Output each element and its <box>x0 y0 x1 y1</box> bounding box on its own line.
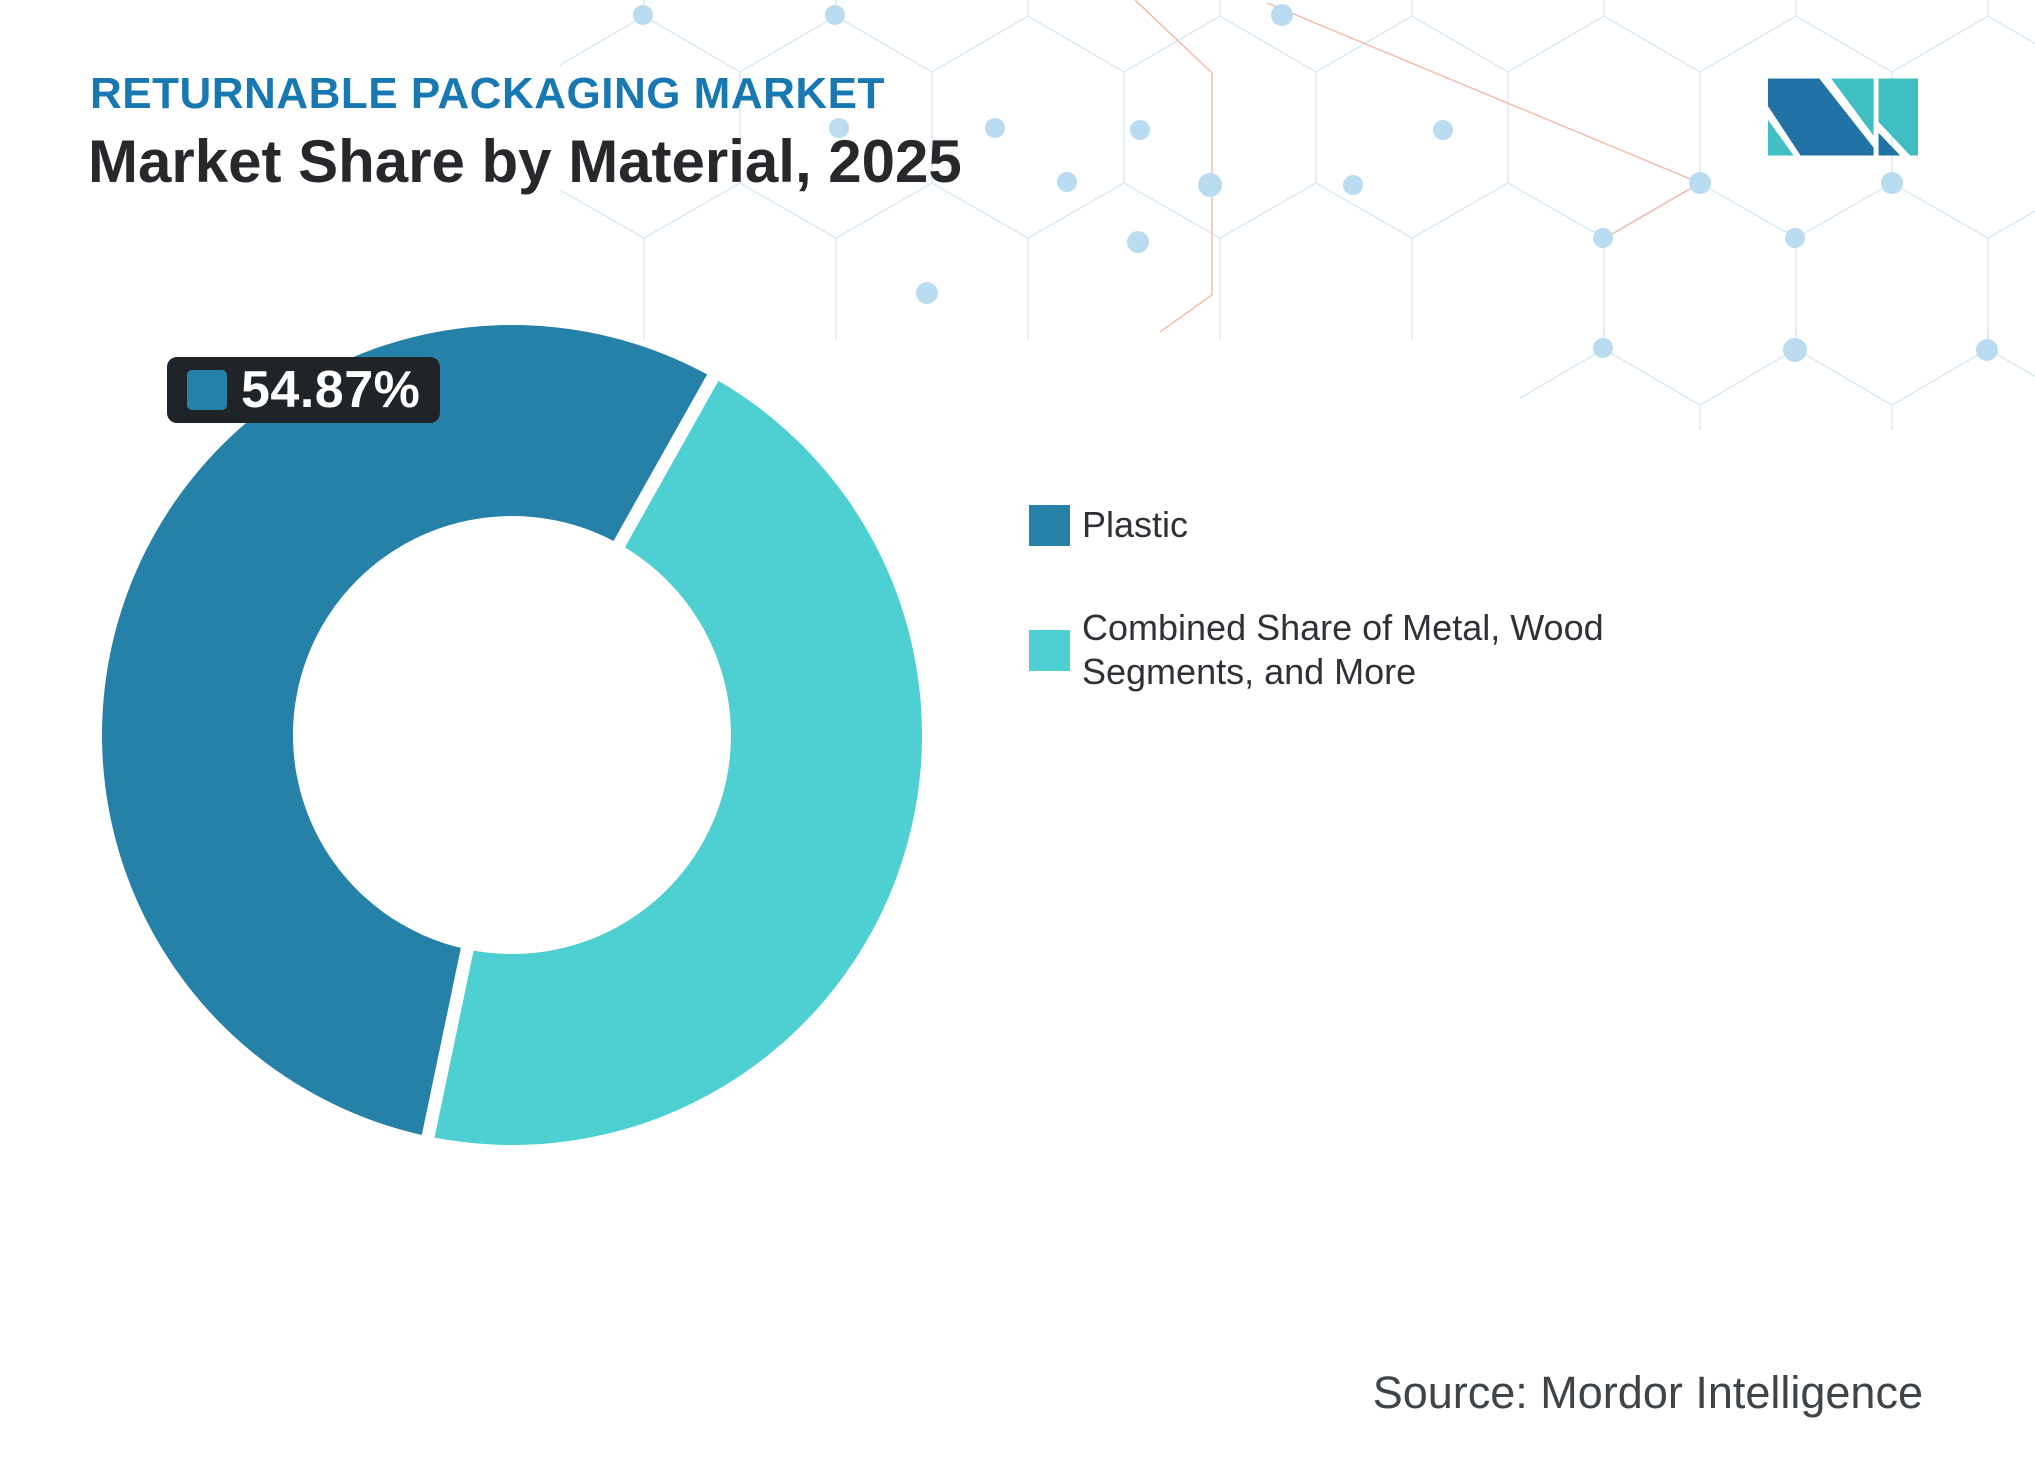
legend-label-combined-share: Combined Share of Metal, Wood Segments, … <box>1082 607 1604 692</box>
legend-item-plastic[interactable]: Plastic <box>1029 503 1702 547</box>
slice-gap <box>413 885 487 1177</box>
legend-item-combined-share[interactable]: Combined Share of Metal, Wood Segments, … <box>1029 606 1702 694</box>
data-label-plastic: 54.87% <box>167 357 441 423</box>
chart-title: Market Share by Material, 2025 <box>88 128 962 195</box>
data-label-value: 54.87% <box>241 361 421 419</box>
logo-i-teal-block <box>1878 78 1918 156</box>
data-label-swatch <box>187 370 227 410</box>
donut-slice-combined-share-of-metal-wood-segments-and-more[interactable] <box>428 377 923 1146</box>
legend-label-plastic: Plastic <box>1082 504 1189 545</box>
legend-swatch-combined-share <box>1029 629 1070 671</box>
donut-slice-plastic[interactable] <box>102 325 713 1137</box>
logo-teal-triangle-tr <box>1831 78 1874 136</box>
source-attribution: Source: Mordor Intelligence <box>1372 1367 1923 1418</box>
slice-gap <box>582 339 739 604</box>
legend-swatch-plastic <box>1029 504 1070 546</box>
logo-i-blue-triangle <box>1878 132 1901 156</box>
logo-teal-triangle-bl <box>1768 119 1794 156</box>
hex-grid-area <box>560 0 2035 340</box>
donut-chart <box>52 275 972 1195</box>
logo-m-blue-band <box>1768 78 1874 156</box>
node-dots <box>633 4 1998 362</box>
hex-pattern-background <box>560 0 2035 430</box>
report-title: RETURNABLE PACKAGING MARKET <box>90 69 885 118</box>
mordor-intelligence-logo <box>1768 78 1918 156</box>
